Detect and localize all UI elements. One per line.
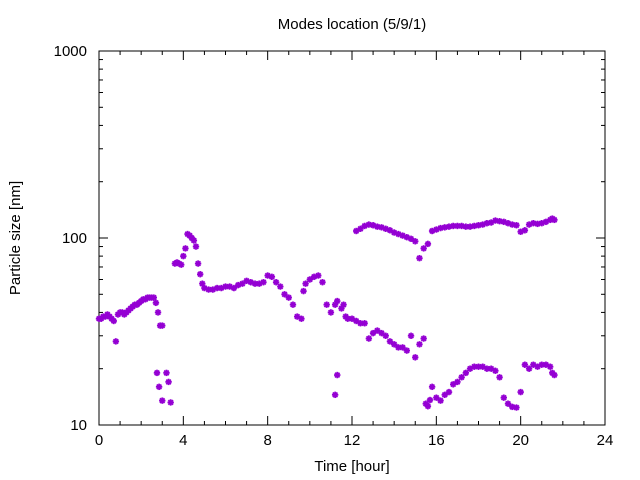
data-point	[285, 294, 292, 301]
x-axis-label: Time [hour]	[314, 458, 389, 475]
data-point	[374, 327, 381, 334]
data-point	[159, 322, 166, 329]
data-point	[500, 394, 507, 401]
data-point	[420, 335, 427, 342]
data-point	[492, 367, 499, 374]
data-point	[334, 297, 341, 305]
data-point	[182, 245, 189, 252]
data-point	[323, 301, 330, 308]
data-point	[315, 272, 322, 279]
data-point	[454, 378, 461, 386]
data-point	[180, 252, 187, 260]
data-point	[190, 237, 198, 244]
data-point	[289, 301, 297, 308]
y-tick-label: 100	[62, 230, 87, 247]
data-point	[153, 369, 161, 377]
data-point	[277, 283, 284, 290]
data-point	[331, 391, 339, 399]
data-point	[496, 374, 503, 381]
data-point	[424, 240, 432, 248]
data-point	[420, 245, 427, 252]
data-point	[361, 320, 368, 327]
data-point	[150, 294, 158, 301]
data-point	[546, 363, 554, 370]
chart-title: Modes location (5/9/1)	[278, 16, 426, 33]
data-point	[178, 261, 185, 268]
data-point	[403, 347, 411, 354]
data-point	[462, 369, 470, 377]
data-point	[412, 354, 419, 361]
data-point	[412, 238, 419, 245]
data-point	[424, 403, 432, 410]
data-point	[428, 383, 436, 391]
data-point	[319, 279, 326, 286]
data-point	[152, 299, 160, 307]
x-tick-label: 0	[95, 432, 103, 449]
data-point	[327, 309, 335, 316]
data-point	[445, 388, 453, 396]
data-point	[260, 279, 267, 286]
y-axis-label: Particle size [nm]	[7, 181, 24, 295]
data-point	[426, 396, 434, 404]
data-point	[407, 332, 415, 339]
data-point	[192, 243, 200, 250]
data-point	[167, 399, 174, 406]
data-point	[551, 216, 558, 224]
data-point	[334, 371, 341, 379]
data-point	[306, 276, 314, 283]
data-point	[551, 371, 558, 379]
x-tick-label: 24	[597, 432, 614, 449]
data-point	[513, 222, 520, 229]
x-tick-label: 8	[263, 432, 271, 449]
y-axis: 10 100 1000	[54, 43, 605, 434]
data-point	[471, 363, 478, 370]
data-point	[441, 391, 448, 399]
data-point	[268, 273, 276, 281]
data-point	[239, 280, 246, 287]
data-point	[155, 383, 163, 391]
x-axis: 0 4 8 12 16 20 24	[95, 51, 614, 449]
data-point	[154, 309, 162, 316]
data-point	[194, 260, 202, 267]
data-point	[458, 374, 465, 381]
x-tick-label: 4	[179, 432, 187, 449]
data-point	[521, 361, 529, 368]
y-tick-label: 1000	[54, 43, 87, 60]
data-point	[165, 378, 172, 386]
y-tick-label: 10	[70, 417, 87, 434]
data-point	[340, 301, 347, 308]
data-point	[382, 332, 389, 339]
data-point	[369, 329, 377, 337]
data-point	[525, 365, 533, 372]
x-tick-label: 12	[344, 432, 361, 449]
data-point	[209, 286, 217, 293]
data-point	[272, 279, 280, 286]
x-tick-label: 16	[428, 432, 445, 449]
data-points	[95, 215, 558, 411]
x-tick-label: 20	[512, 432, 529, 449]
data-point	[365, 335, 373, 342]
data-point	[112, 338, 120, 345]
data-point	[437, 397, 444, 404]
data-point	[300, 287, 307, 295]
data-point	[521, 227, 529, 234]
data-point	[159, 397, 166, 404]
data-point	[416, 341, 423, 348]
data-point	[298, 315, 305, 322]
data-point	[517, 388, 524, 396]
data-point	[197, 271, 204, 278]
data-point	[378, 329, 385, 337]
data-point	[163, 369, 170, 377]
data-point	[416, 254, 423, 262]
data-point	[110, 317, 117, 325]
data-point	[513, 404, 520, 411]
data-point	[357, 225, 364, 232]
data-point	[302, 280, 309, 287]
